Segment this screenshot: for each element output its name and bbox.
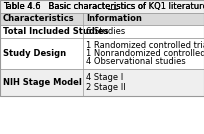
Text: Characteristics: Characteristics xyxy=(3,14,75,23)
Text: Table 4.6   Basic characteristics of KQ1 literature set: conge: Table 4.6 Basic characteristics of KQ1 l… xyxy=(3,2,204,11)
Text: 6 Studies: 6 Studies xyxy=(86,27,125,36)
Bar xyxy=(0,13,204,25)
Text: Study Design: Study Design xyxy=(3,49,66,58)
Text: NIH Stage Model: NIH Stage Model xyxy=(3,78,82,87)
Bar xyxy=(0,25,204,38)
Text: 1 Randomized controlled trial: 1 Randomized controlled trial xyxy=(86,41,204,50)
Text: 2 Stage II: 2 Stage II xyxy=(86,83,126,92)
Bar xyxy=(0,0,204,13)
Bar xyxy=(0,0,204,96)
Bar xyxy=(0,38,204,69)
Text: 4 Stage I: 4 Stage I xyxy=(86,74,123,83)
Bar xyxy=(0,69,204,96)
Text: Information: Information xyxy=(86,14,142,23)
Text: 4 Observational studies: 4 Observational studies xyxy=(86,57,186,66)
Text: Table 4.6   Basic characteristics of: Table 4.6 Basic characteristics of xyxy=(3,2,149,11)
Text: 1 Nonrandomized controlled trial: 1 Nonrandomized controlled trial xyxy=(86,49,204,58)
Text: Total Included Studies: Total Included Studies xyxy=(3,27,109,36)
Text: Table 4.6   Basic characteristics of KQ1 literature set: conge: Table 4.6 Basic characteristics of KQ1 l… xyxy=(3,2,204,11)
